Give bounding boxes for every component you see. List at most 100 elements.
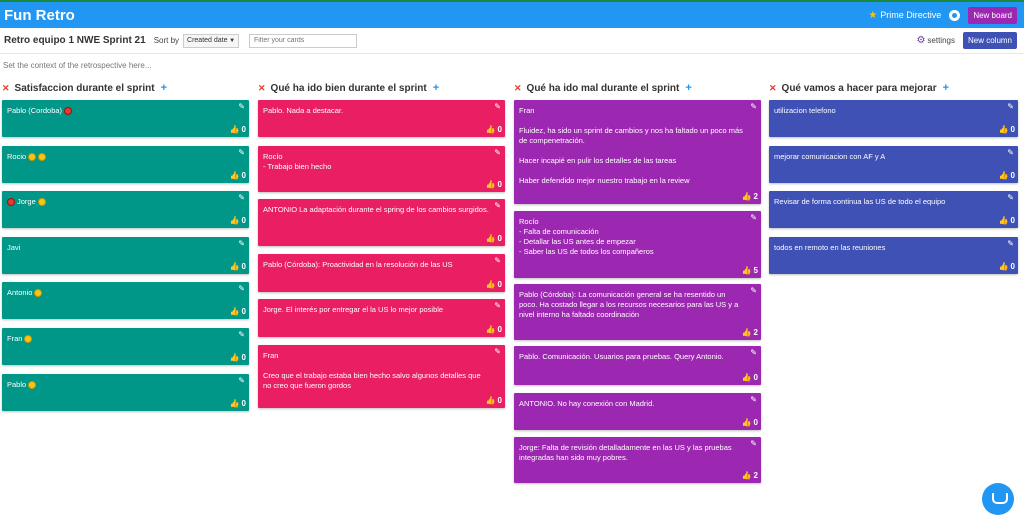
context-input[interactable]: Set the context of the retrospective her… [3, 61, 152, 70]
edit-pencil-icon[interactable]: ✎ [494, 148, 501, 157]
edit-pencil-icon[interactable]: ✎ [238, 330, 245, 339]
like-button[interactable]: 👍 0 [486, 325, 502, 335]
add-card-icon[interactable]: + [160, 82, 168, 94]
thumbs-up-icon: 👍 [229, 262, 240, 271]
edit-pencil-icon[interactable]: ✎ [494, 102, 501, 111]
card-content: Pablo [7, 380, 27, 389]
prime-directive-link[interactable]: ★ Prime Directive [868, 10, 941, 21]
like-button[interactable]: 👍 0 [486, 396, 502, 406]
add-card-icon[interactable]: + [432, 82, 440, 94]
thumbs-up-icon: 👍 [998, 262, 1009, 271]
retro-card[interactable]: Rocio ✎ 👍 0 [2, 146, 249, 183]
edit-pencil-icon[interactable]: ✎ [750, 348, 757, 357]
retro-card[interactable]: ANTONIO. No hay conexión con Madrid. ✎ 👍 0 [514, 393, 761, 430]
sort-select[interactable]: Created date ▼ [183, 33, 240, 48]
edit-pencil-icon[interactable]: ✎ [494, 201, 501, 210]
retro-card[interactable]: Fran ✎ 👍 0 [2, 328, 249, 365]
edit-pencil-icon[interactable]: ✎ [1007, 193, 1014, 202]
delete-column-icon[interactable]: ✕ [769, 82, 777, 93]
retro-card[interactable]: Jorge. El interés por entregar el la US … [258, 299, 505, 337]
like-button[interactable]: 👍 0 [230, 353, 246, 363]
edit-pencil-icon[interactable]: ✎ [494, 347, 501, 356]
edit-pencil-icon[interactable]: ✎ [494, 256, 501, 265]
delete-column-icon[interactable]: ✕ [514, 82, 522, 93]
like-button[interactable]: 👍 0 [230, 399, 246, 409]
chat-icon[interactable] [982, 483, 1014, 515]
delete-column-icon[interactable]: ✕ [2, 82, 10, 93]
edit-pencil-icon[interactable]: ✎ [750, 102, 757, 111]
edit-pencil-icon[interactable]: ✎ [1007, 239, 1014, 248]
retro-card[interactable]: ANTONIO La adaptación durante el spring … [258, 199, 505, 246]
retro-card[interactable]: utilizacion telefono ✎ 👍 0 [769, 100, 1018, 137]
like-button[interactable]: 👍 0 [742, 418, 758, 428]
like-button[interactable]: 👍 0 [999, 262, 1015, 272]
edit-pencil-icon[interactable]: ✎ [238, 102, 245, 111]
retro-card[interactable]: Revisar de forma continua las US de todo… [769, 191, 1018, 228]
like-button[interactable]: 👍 0 [999, 125, 1015, 135]
like-button[interactable]: 👍 0 [486, 280, 502, 290]
retro-card[interactable]: Fran Fluidez, ha sido un sprint de cambi… [514, 100, 761, 204]
like-button[interactable]: 👍 5 [742, 266, 758, 276]
edit-pencil-icon[interactable]: ✎ [238, 239, 245, 248]
retro-card[interactable]: Jorge ✎ 👍 0 [2, 191, 249, 228]
column-title[interactable]: Qué ha ido mal durante el sprint [526, 82, 680, 94]
like-button[interactable]: 👍 2 [742, 471, 758, 481]
like-button[interactable]: 👍 0 [486, 180, 502, 190]
emoji-icon [24, 335, 33, 344]
like-button[interactable]: 👍 2 [742, 328, 758, 338]
retro-card[interactable]: Antonio ✎ 👍 0 [2, 282, 249, 319]
like-button[interactable]: 👍 0 [230, 216, 246, 226]
like-button[interactable]: 👍 0 [742, 373, 758, 383]
retro-card[interactable]: todos en remoto en las reuniones ✎ 👍 0 [769, 237, 1018, 274]
edit-pencil-icon[interactable]: ✎ [1007, 102, 1014, 111]
like-button[interactable]: 👍 0 [999, 216, 1015, 226]
retro-card[interactable]: Pablo (Córdoba): La comunicación general… [514, 284, 761, 340]
like-button[interactable]: 👍 0 [230, 171, 246, 181]
column-title[interactable]: Qué vamos a hacer para mejorar [781, 82, 937, 94]
retro-card[interactable]: Javi ✎ 👍 0 [2, 237, 249, 274]
like-button[interactable]: 👍 0 [999, 171, 1015, 181]
retro-card[interactable]: Pablo. Comunicación. Usuarios para prueb… [514, 346, 761, 385]
like-button[interactable]: 👍 0 [486, 125, 502, 135]
retro-card[interactable]: Jorge: Falta de revisión detalladamente … [514, 437, 761, 483]
retro-card[interactable]: Rocío - Falta de comunicación - Detallar… [514, 211, 761, 278]
retro-card[interactable]: Pablo ✎ 👍 0 [2, 374, 249, 411]
edit-pencil-icon[interactable]: ✎ [238, 148, 245, 157]
column-title[interactable]: Qué ha ido bien durante el sprint [270, 82, 427, 94]
like-button[interactable]: 👍 0 [230, 125, 246, 135]
filter-input[interactable] [249, 33, 358, 48]
thumbs-up-icon: 👍 [741, 418, 752, 427]
like-button[interactable]: 👍 0 [230, 262, 246, 272]
column-title[interactable]: Satisfaccion durante el sprint [14, 82, 155, 94]
app-title[interactable]: Fun Retro [4, 6, 75, 24]
new-board-button[interactable]: New board [968, 6, 1017, 24]
delete-column-icon[interactable]: ✕ [258, 82, 266, 93]
thumbs-up-icon: 👍 [485, 180, 496, 189]
add-card-icon[interactable]: + [685, 82, 692, 94]
retro-card[interactable]: mejorar comunicacion con AF y A ✎ 👍 0 [769, 146, 1018, 183]
edit-pencil-icon[interactable]: ✎ [750, 439, 757, 448]
edit-pencil-icon[interactable]: ✎ [238, 284, 245, 293]
edit-pencil-icon[interactable]: ✎ [750, 286, 757, 295]
edit-pencil-icon[interactable]: ✎ [1007, 148, 1014, 157]
add-card-icon[interactable]: + [942, 82, 950, 94]
edit-pencil-icon[interactable]: ✎ [494, 301, 501, 310]
edit-pencil-icon[interactable]: ✎ [238, 193, 245, 202]
settings-button[interactable]: ⚙ settings [916, 35, 955, 46]
like-button[interactable]: 👍 0 [486, 234, 502, 244]
board-name[interactable]: Retro equipo 1 NWE Sprint 21 [4, 35, 146, 46]
retro-card[interactable]: Pablo. Nada a destacar. ✎ 👍 0 [258, 100, 505, 137]
edit-pencil-icon[interactable]: ✎ [238, 376, 245, 385]
like-button[interactable]: 👍 0 [230, 307, 246, 317]
github-icon[interactable] [949, 9, 961, 21]
like-count: 5 [753, 266, 758, 275]
like-button[interactable]: 👍 2 [742, 192, 758, 202]
thumbs-up-icon: 👍 [229, 307, 240, 316]
edit-pencil-icon[interactable]: ✎ [750, 395, 757, 404]
retro-card[interactable]: Fran Creo que el trabajo estaba bien hec… [258, 345, 505, 408]
edit-pencil-icon[interactable]: ✎ [750, 213, 757, 222]
retro-card[interactable]: Rocío - Trabajo bien hecho ✎ 👍 0 [258, 146, 505, 192]
new-column-button[interactable]: New column [962, 32, 1017, 49]
retro-card[interactable]: Pablo (Cordoba) ✎ 👍 0 [2, 100, 249, 137]
retro-card[interactable]: Pablo (Córdoba): Proactividad en la reso… [258, 254, 505, 292]
